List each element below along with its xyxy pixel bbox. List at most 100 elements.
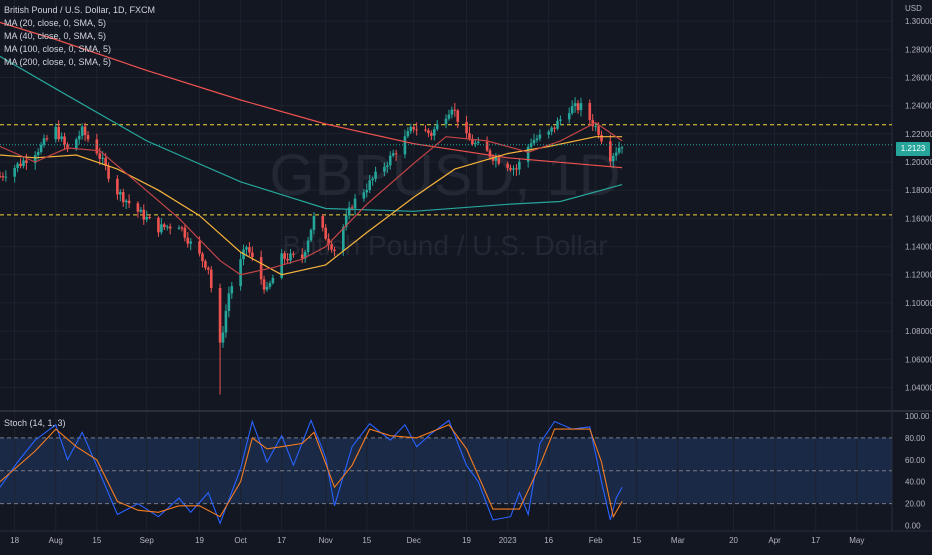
candle-body xyxy=(547,131,550,135)
candle-body xyxy=(415,129,418,131)
candle-body xyxy=(104,157,107,166)
candle-body xyxy=(409,126,413,132)
candle-body xyxy=(386,165,389,167)
candle-body xyxy=(567,113,571,120)
candle-body xyxy=(13,167,16,177)
candle-body xyxy=(309,229,313,241)
candle-2022-12-19 xyxy=(465,115,468,139)
candle-2023-01-25 xyxy=(573,97,577,113)
price-tick-4: 1.22000 xyxy=(905,130,932,139)
candle-2022-08-02 xyxy=(57,120,60,142)
candle-body xyxy=(412,126,416,130)
candle-2022-12-21 xyxy=(471,134,474,146)
candle-2022-12-06 xyxy=(427,128,430,138)
candle-body xyxy=(0,176,2,178)
candle-2022-07-25 xyxy=(33,151,37,170)
candle-body xyxy=(45,138,49,140)
candle-2022-09-13 xyxy=(180,225,184,232)
candle-2022-08-04 xyxy=(63,132,66,151)
candle-body xyxy=(157,217,160,233)
candle-body xyxy=(450,109,454,115)
candle-2022-10-27 xyxy=(309,228,313,243)
stoch-d-line xyxy=(0,424,623,519)
candle-body xyxy=(553,127,556,129)
candle-body xyxy=(230,286,234,294)
symbol-title[interactable]: British Pound / U.S. Dollar, 1D, FXCM xyxy=(4,5,156,15)
candle-2022-11-01 xyxy=(324,224,327,241)
candle-body xyxy=(350,207,354,209)
candle-2022-12-09 xyxy=(435,120,439,132)
candle-body xyxy=(342,226,345,251)
price-tick-6: 1.18000 xyxy=(905,186,932,195)
candle-2022-10-11 xyxy=(262,275,266,294)
candle-2023-01-16 xyxy=(547,129,550,139)
candle-body xyxy=(224,310,228,333)
stoch-tick-0: 100.00 xyxy=(905,412,930,421)
candle-2022-08-09 xyxy=(77,130,81,145)
candle-2023-02-07 xyxy=(611,152,615,169)
candle-body xyxy=(60,136,63,140)
candle-2023-02-10 xyxy=(620,145,624,154)
candle-2022-08-11 xyxy=(83,122,87,142)
indicator-ma40[interactable]: MA (40, close, 0, SMA, 5) xyxy=(4,31,107,41)
candle-body xyxy=(124,200,128,203)
candle-body xyxy=(306,240,310,253)
candle-body xyxy=(101,157,104,159)
candle-body xyxy=(427,130,430,134)
candle-body xyxy=(201,253,204,262)
candle-body xyxy=(180,227,184,229)
candle-2023-01-19 xyxy=(556,117,559,131)
time-tick-2: 15 xyxy=(92,536,101,545)
candle-body xyxy=(597,126,600,136)
candle-body xyxy=(136,203,140,212)
candle-body xyxy=(183,227,187,238)
candle-body xyxy=(292,253,295,255)
candle-2022-10-26 xyxy=(306,236,310,257)
candle-body xyxy=(177,227,181,229)
candle-2022-12-07 xyxy=(430,130,433,141)
candle-2022-12-05 xyxy=(424,125,427,133)
candle-body xyxy=(121,192,125,203)
candle-2022-07-28 xyxy=(42,134,46,148)
candle-2023-02-06 xyxy=(609,134,612,167)
candle-body xyxy=(435,124,439,130)
candle-2022-11-02 xyxy=(327,233,330,251)
candle-2023-01-05 xyxy=(515,164,518,176)
candle-2022-09-15 xyxy=(186,232,190,248)
candle-2023-01-30 xyxy=(588,99,592,126)
candle-body xyxy=(54,126,58,140)
price-tick-7: 1.16000 xyxy=(905,214,932,223)
candle-2022-08-25 xyxy=(124,198,128,210)
indicator-ma100[interactable]: MA (100, close, 0, SMA, 5) xyxy=(4,44,112,54)
candle-body xyxy=(444,118,448,125)
candle-body xyxy=(271,277,275,284)
candle-2022-09-06 xyxy=(160,218,163,235)
candle-2022-11-18 xyxy=(374,166,377,183)
candle-body xyxy=(573,103,577,107)
indicator-ma200[interactable]: MA (200, close, 0, SMA, 5) xyxy=(4,57,112,67)
indicator-ma20[interactable]: MA (20, close, 0, SMA, 5) xyxy=(4,18,107,28)
candle-2022-08-03 xyxy=(60,132,63,142)
stoch-legend[interactable]: Stoch (14, 1, 3) xyxy=(4,418,66,428)
candle-body xyxy=(430,133,433,136)
candle-2022-10-14 xyxy=(271,274,275,285)
candle-body xyxy=(77,135,81,140)
candle-2023-01-17 xyxy=(550,125,553,136)
candle-body xyxy=(465,121,468,134)
candle-2022-07-13 xyxy=(0,171,2,179)
candle-body xyxy=(127,200,131,204)
candle-body xyxy=(391,153,395,156)
candle-body xyxy=(262,279,266,290)
candle-2023-01-03 xyxy=(509,164,512,172)
price-tick-8: 1.14000 xyxy=(905,243,932,252)
candle-2022-09-08 xyxy=(165,224,169,231)
candle-body xyxy=(453,109,457,111)
candle-body xyxy=(588,103,592,120)
candle-body xyxy=(515,168,518,170)
candle-2022-11-15 xyxy=(365,183,369,198)
stoch-tick-1: 80.00 xyxy=(905,434,926,443)
candle-body xyxy=(538,134,542,139)
stoch-tick-2: 60.00 xyxy=(905,456,926,465)
